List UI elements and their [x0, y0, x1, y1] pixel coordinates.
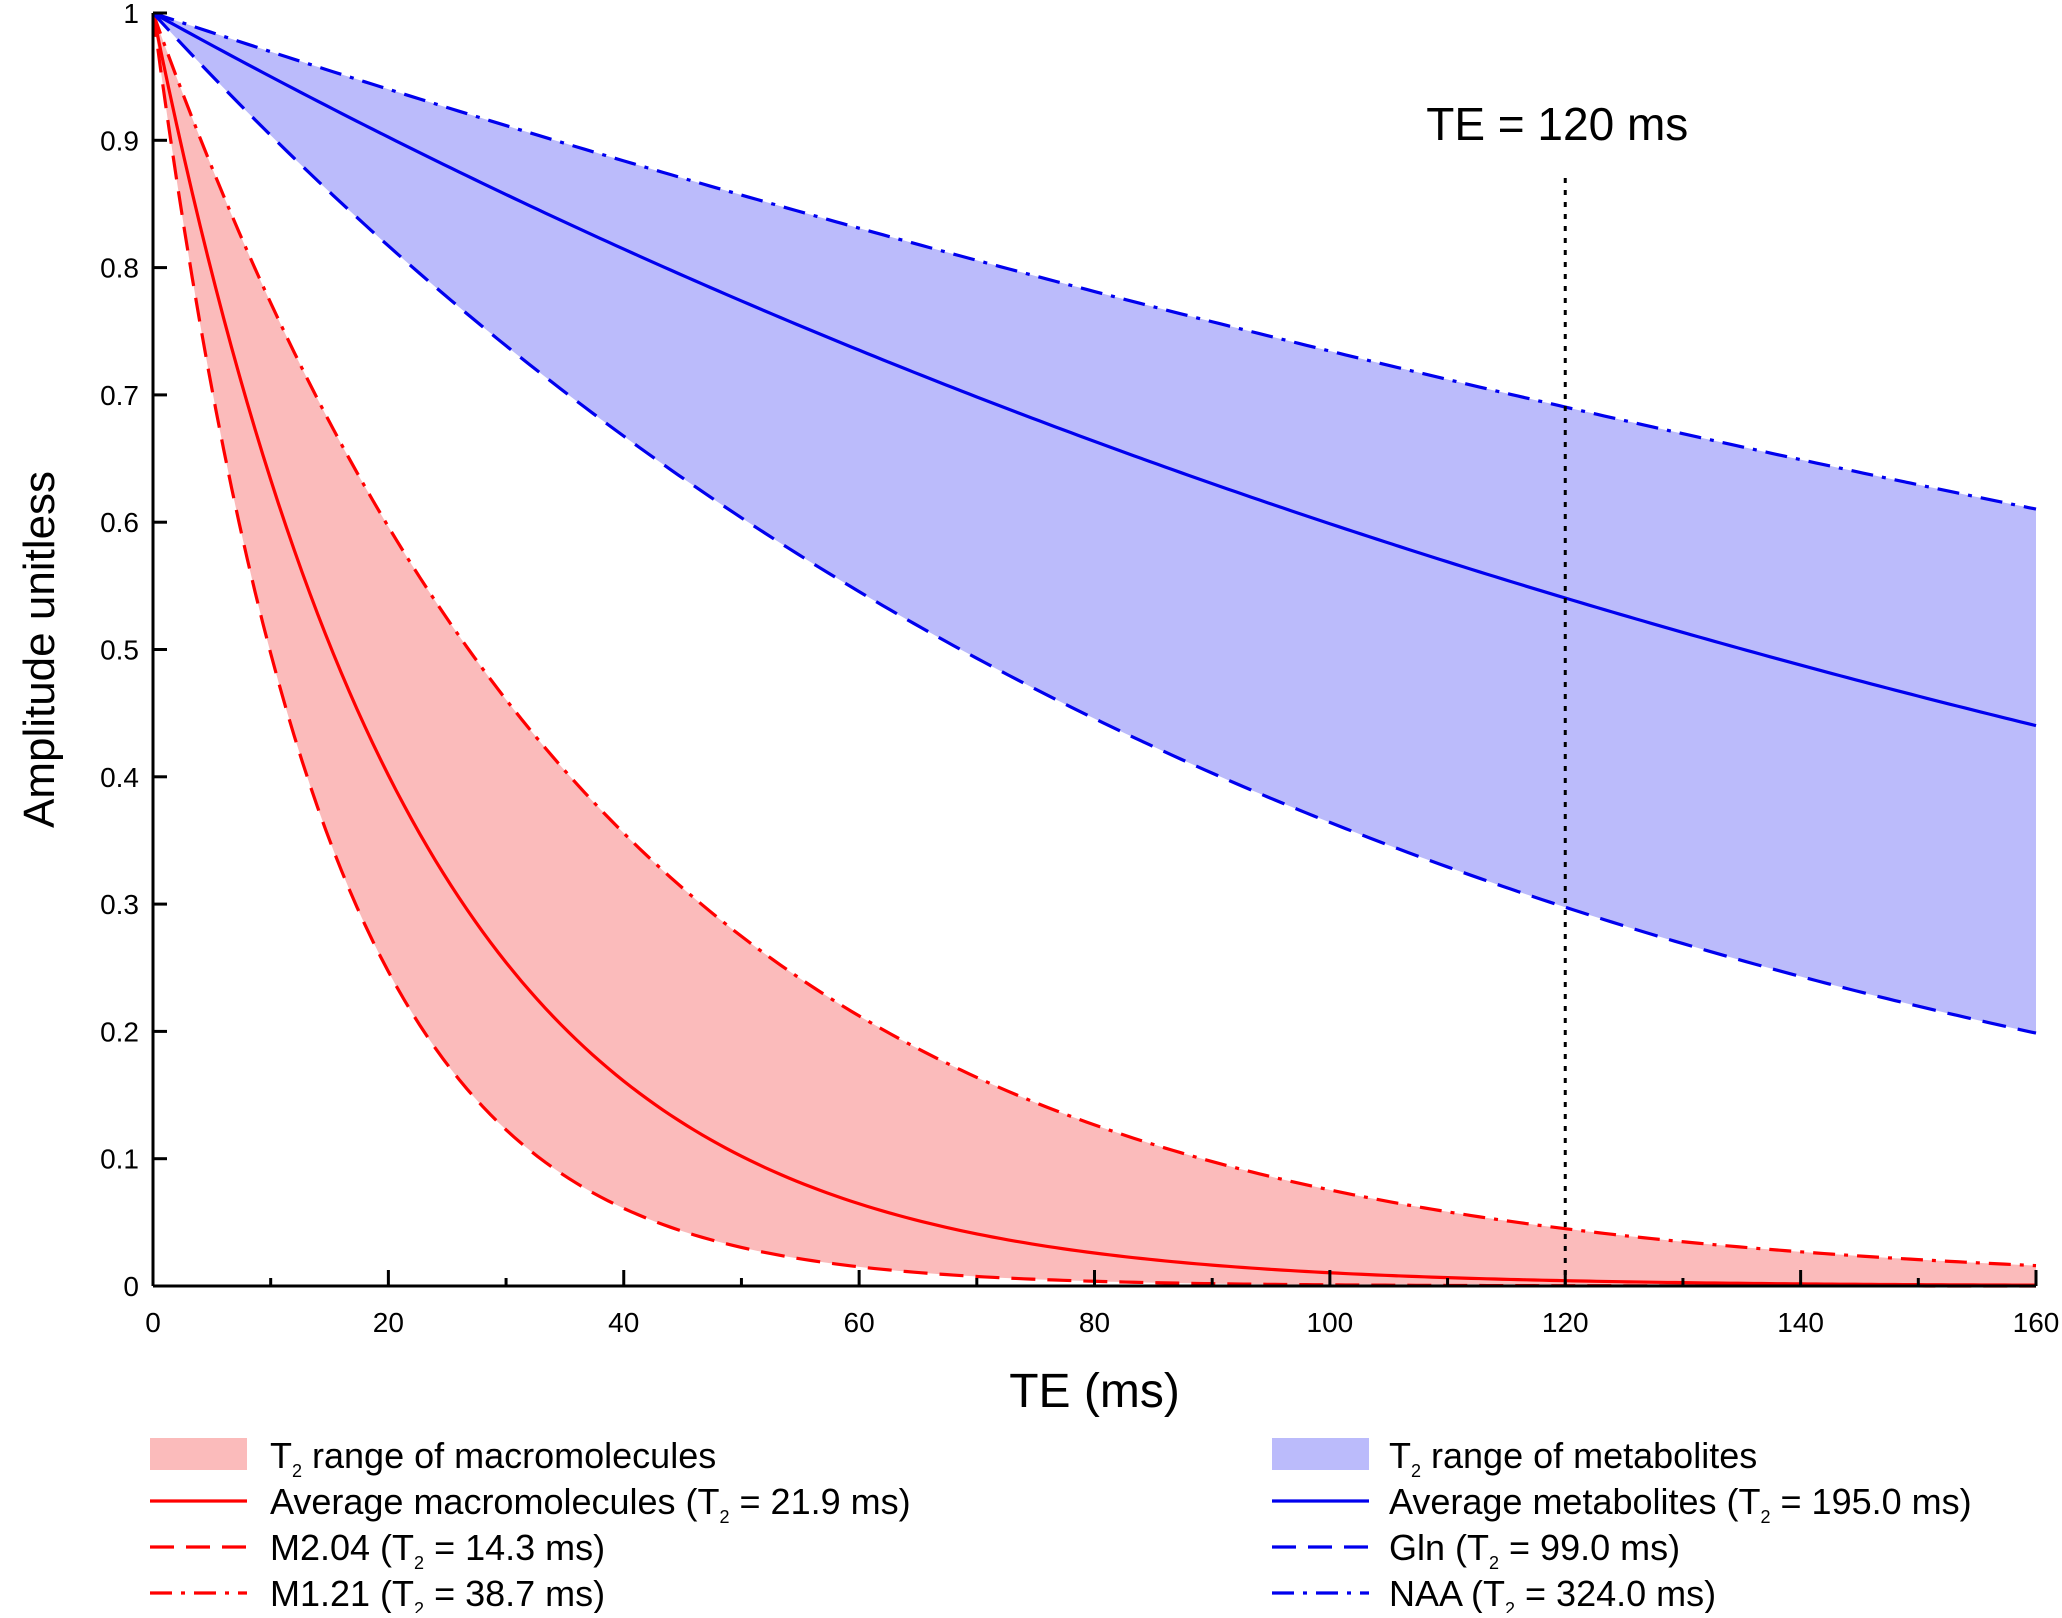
metabolites-band-legend-label: T2 range of metabolites	[1389, 1435, 1757, 1481]
lines-layer	[151, 11, 2037, 1288]
y-tick-label-0.1: 0.1	[100, 1144, 139, 1175]
y-tick-label-1: 1	[123, 0, 139, 29]
x-tick-label-40: 40	[608, 1307, 639, 1338]
m204-legend-label: M2.04 (T2 = 14.3 ms)	[270, 1527, 605, 1573]
m121-legend-label: M1.21 (T2 = 38.7 ms)	[270, 1573, 605, 1613]
gln-line	[151, 11, 2037, 1035]
avg-macromolecules-line	[151, 12, 2037, 1287]
x-tick-label-140: 140	[1777, 1307, 1824, 1338]
gln-legend-label: Gln (T2 = 99.0 ms)	[1389, 1527, 1680, 1573]
bands-layer	[153, 13, 2036, 1286]
avg-metabolites-legend-label: Average metabolites (T2 = 195.0 ms)	[1389, 1481, 1972, 1527]
axes-layer: 0 20 40 60 80 100 120 140 160 0 0.1 0.2 0.3 0.4 0.5 0.6…	[100, 0, 2059, 1338]
x-tick-label-120: 120	[1542, 1307, 1589, 1338]
naa-legend-label: NAA (T2 = 324.0 ms)	[1389, 1573, 1716, 1613]
y-tick-label-0.7: 0.7	[100, 380, 139, 411]
metabolites-band-legend-swatch	[1272, 1438, 1369, 1470]
legend: T2 range of macromolecules T2 range of me…	[150, 1435, 1972, 1618]
x-tick-label-80: 80	[1079, 1307, 1110, 1338]
x-tick-label-0: 0	[145, 1307, 161, 1338]
y-tick-label-0.6: 0.6	[100, 507, 139, 538]
y-axis-title: Amplitude unitless	[15, 471, 64, 828]
avg-macromolecules-legend-label: Average macromolecules (T2 = 21.9 ms)	[270, 1481, 911, 1527]
y-tick-label-0: 0	[123, 1271, 139, 1302]
y-tick-label-0.3: 0.3	[100, 889, 139, 920]
x-tick-label-100: 100	[1307, 1307, 1354, 1338]
y-tick-label-0.2: 0.2	[100, 1016, 139, 1047]
y-tick-label-0.8: 0.8	[100, 253, 139, 284]
m121-line	[151, 12, 2037, 1268]
annotation-layer: TE = 120 ms	[1426, 98, 1688, 1286]
avg-metabolites-line	[152, 11, 2037, 728]
naa-line	[152, 11, 2037, 511]
macromolecules-band	[153, 13, 2036, 1286]
y-tick-label-0.5: 0.5	[100, 635, 139, 666]
x-tick-label-60: 60	[844, 1307, 875, 1338]
y-tick-label-0.9: 0.9	[100, 125, 139, 156]
macromolecules-band-legend-label: T2 range of macromolecules	[270, 1435, 716, 1481]
x-tick-label-160: 160	[2013, 1307, 2060, 1338]
x-axis-title: TE (ms)	[1009, 1365, 1180, 1418]
te-120-annotation: TE = 120 ms	[1426, 98, 1688, 150]
x-tick-label-20: 20	[373, 1307, 404, 1338]
macromolecules-band-legend-swatch	[150, 1438, 247, 1470]
y-tick-label-0.4: 0.4	[100, 762, 139, 793]
